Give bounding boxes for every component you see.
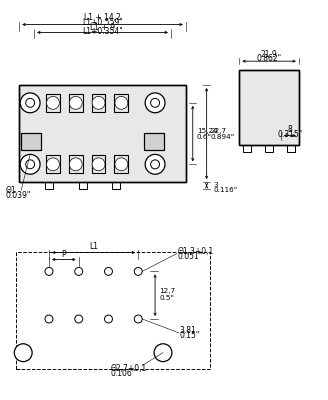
Bar <box>79 182 87 189</box>
Circle shape <box>26 98 35 107</box>
Circle shape <box>151 160 159 169</box>
Circle shape <box>20 93 40 113</box>
Bar <box>45 182 53 189</box>
Circle shape <box>45 268 53 275</box>
Circle shape <box>117 98 126 107</box>
Circle shape <box>20 154 40 174</box>
Bar <box>92 155 106 173</box>
Text: L1 + 9: L1 + 9 <box>90 23 115 32</box>
Circle shape <box>134 315 142 323</box>
Circle shape <box>49 98 57 107</box>
Circle shape <box>75 315 83 323</box>
Text: Θ1: Θ1 <box>5 186 16 194</box>
Circle shape <box>49 160 57 169</box>
Circle shape <box>94 160 103 169</box>
Text: L1 + 14,2: L1 + 14,2 <box>84 13 121 22</box>
Circle shape <box>115 96 128 109</box>
Text: 3,81: 3,81 <box>180 326 196 335</box>
Circle shape <box>134 268 142 275</box>
Circle shape <box>92 96 105 109</box>
Bar <box>144 132 164 150</box>
Circle shape <box>117 160 126 169</box>
Bar <box>69 94 83 112</box>
Circle shape <box>151 98 159 107</box>
Circle shape <box>154 344 172 362</box>
Circle shape <box>45 315 53 323</box>
Circle shape <box>115 158 128 171</box>
Text: L1: L1 <box>89 242 98 251</box>
Circle shape <box>71 160 80 169</box>
Circle shape <box>145 93 165 113</box>
Circle shape <box>69 158 82 171</box>
Text: 12,7: 12,7 <box>159 288 175 294</box>
Text: Θ2,7+0,1: Θ2,7+0,1 <box>111 364 147 373</box>
Circle shape <box>14 344 32 362</box>
Bar <box>243 146 251 152</box>
Bar <box>265 146 273 152</box>
Circle shape <box>145 154 165 174</box>
Circle shape <box>69 96 82 109</box>
Bar <box>114 94 128 112</box>
Bar <box>46 94 60 112</box>
Text: 15,24: 15,24 <box>197 128 217 134</box>
Circle shape <box>105 268 113 275</box>
Bar <box>21 132 41 150</box>
Circle shape <box>105 315 113 323</box>
Circle shape <box>26 160 35 169</box>
Bar <box>19 85 186 182</box>
Text: 3: 3 <box>214 182 218 188</box>
Text: P: P <box>62 250 66 259</box>
Bar <box>46 155 60 173</box>
Text: 0.051": 0.051" <box>178 252 203 261</box>
Text: 21,9: 21,9 <box>261 50 277 59</box>
Bar <box>239 70 299 146</box>
Bar <box>239 70 299 146</box>
Text: 0.116": 0.116" <box>214 187 238 193</box>
Bar <box>113 182 120 189</box>
Text: 0.6": 0.6" <box>197 134 212 140</box>
Text: 0.5": 0.5" <box>159 295 174 301</box>
Circle shape <box>47 158 59 171</box>
Circle shape <box>47 96 59 109</box>
Bar <box>21 132 41 150</box>
Bar <box>287 146 295 152</box>
Text: 0.894": 0.894" <box>211 134 235 140</box>
Text: 0.039": 0.039" <box>5 190 31 200</box>
Circle shape <box>92 158 105 171</box>
Text: 0.15": 0.15" <box>180 331 200 340</box>
Text: 0.862": 0.862" <box>256 54 282 63</box>
Bar <box>69 155 83 173</box>
Text: L1+0.559": L1+0.559" <box>82 18 123 27</box>
Circle shape <box>75 268 83 275</box>
Text: Θ1,3+0,1: Θ1,3+0,1 <box>178 247 214 256</box>
Text: 22,7: 22,7 <box>211 128 227 134</box>
Bar <box>144 132 164 150</box>
Circle shape <box>71 98 80 107</box>
Text: 0.315": 0.315" <box>277 130 302 139</box>
Bar <box>114 155 128 173</box>
Bar <box>19 85 186 182</box>
Bar <box>92 94 106 112</box>
Circle shape <box>94 98 103 107</box>
Text: 8: 8 <box>288 125 292 134</box>
Text: 0.106": 0.106" <box>111 369 136 378</box>
Bar <box>16 252 210 368</box>
Text: L1+0.354": L1+0.354" <box>82 27 123 36</box>
